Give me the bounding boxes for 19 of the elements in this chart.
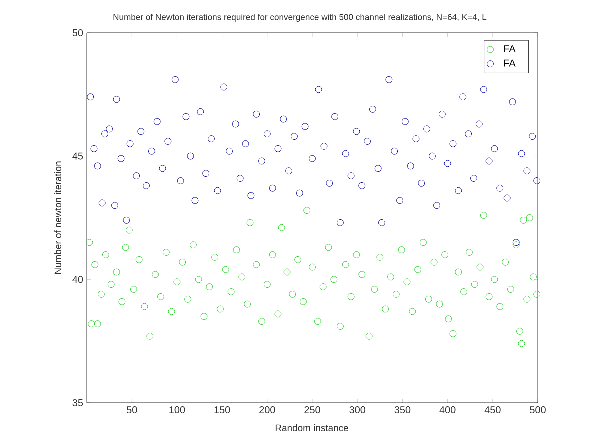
chart-title: Number of Newton iterations required for convergence with 500 channel realizations, N=64, K=4, L <box>114 14 487 22</box>
y-tick-label: 50 <box>72 29 84 37</box>
y-axis-title: Number of newton iteration <box>54 162 62 274</box>
y-tick-label: 40 <box>72 276 84 284</box>
x-tick-label: 300 <box>350 406 366 414</box>
y-tick-label: 35 <box>72 399 84 407</box>
x-tick-label: 150 <box>214 406 230 414</box>
x-axis-title: Random instance <box>276 424 348 432</box>
y-tick-label: 45 <box>72 152 84 160</box>
x-tick-label: 250 <box>304 406 320 414</box>
x-tick-label: 500 <box>530 406 546 414</box>
x-tick-label: 50 <box>126 406 138 414</box>
x-tick-label: 350 <box>394 406 411 414</box>
x-tick-label: 400 <box>440 406 456 414</box>
x-tick-label: 100 <box>170 406 186 414</box>
legend-label: FA <box>504 60 516 67</box>
x-tick-label: 450 <box>484 406 501 414</box>
legend-label: FA <box>504 46 516 52</box>
x-tick-label: 200 <box>260 406 276 414</box>
